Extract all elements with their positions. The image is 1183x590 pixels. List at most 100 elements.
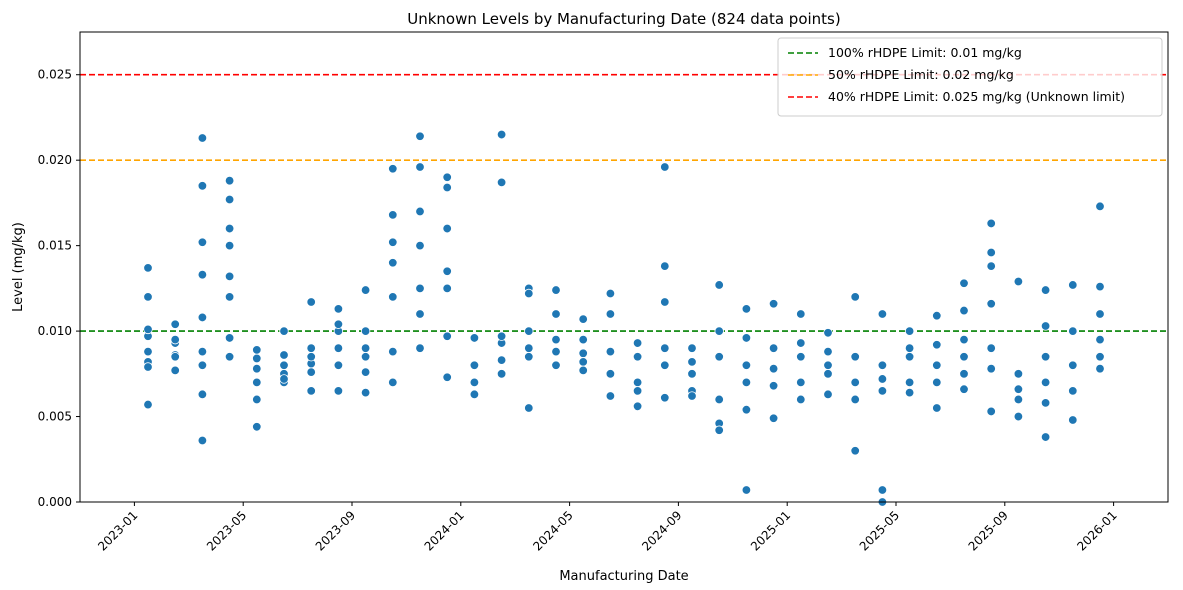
data-point — [959, 384, 969, 394]
data-point — [551, 346, 561, 357]
data-point — [224, 352, 235, 362]
data-point — [306, 297, 316, 307]
data-point — [442, 283, 452, 294]
data-point — [687, 343, 697, 353]
data-point — [1040, 321, 1051, 331]
chart-title: Unknown Levels by Manufacturing Date (82… — [407, 10, 840, 28]
data-point — [360, 343, 371, 353]
legend-box — [777, 37, 1163, 117]
data-point — [279, 326, 289, 336]
data-point — [632, 401, 643, 411]
data-point — [986, 406, 996, 417]
data-point — [224, 223, 235, 234]
x-axis-label: Manufacturing Date — [559, 569, 688, 584]
data-point — [306, 386, 316, 396]
data-point — [1040, 377, 1051, 388]
data-point — [143, 324, 153, 335]
data-point — [768, 381, 779, 391]
data-point — [1013, 276, 1024, 287]
data-point — [143, 362, 153, 372]
data-point — [252, 422, 262, 432]
data-point — [1095, 201, 1105, 212]
data-point — [986, 247, 996, 258]
data-point — [1068, 415, 1078, 425]
data-point — [197, 346, 208, 357]
data-point — [279, 374, 289, 384]
data-point — [687, 391, 697, 401]
data-point — [224, 333, 235, 343]
data-point — [714, 326, 724, 336]
data-point — [768, 299, 779, 309]
data-point — [143, 292, 153, 302]
data-point — [632, 352, 643, 362]
legend-label: 100% rHDPE Limit: 0.01 mg/kg — [828, 45, 1022, 60]
data-point — [469, 377, 480, 388]
data-point — [904, 352, 915, 362]
data-point — [578, 334, 588, 345]
data-point — [333, 319, 344, 329]
y-tick-label: 0.010 — [38, 324, 72, 338]
data-point — [360, 326, 371, 336]
x-tick-label: 2025-05 — [857, 508, 902, 553]
data-point — [224, 194, 235, 205]
data-point — [388, 292, 398, 302]
data-point — [1040, 285, 1051, 295]
data-point — [986, 363, 996, 374]
data-point — [170, 365, 180, 376]
data-point — [796, 394, 806, 405]
data-point — [796, 377, 806, 388]
data-point — [578, 314, 588, 324]
legend-label: 40% rHDPE Limit: 0.025 mg/kg (Unknown li… — [828, 89, 1125, 104]
data-point — [986, 299, 996, 309]
data-point — [415, 309, 425, 319]
data-point — [197, 269, 208, 280]
y-axis-label: Level (mg/kg) — [11, 222, 26, 312]
x-tick-label: 2023-05 — [204, 508, 249, 553]
data-point — [1040, 352, 1051, 362]
data-point — [932, 340, 942, 350]
data-point — [415, 283, 425, 294]
data-point — [224, 240, 235, 251]
data-point — [959, 334, 969, 345]
data-point — [333, 386, 344, 396]
data-point — [551, 309, 561, 319]
data-point — [524, 403, 534, 413]
data-point — [850, 292, 860, 302]
data-point — [333, 343, 344, 353]
data-point — [823, 328, 833, 338]
data-point — [1095, 334, 1105, 345]
data-point — [796, 338, 806, 348]
data-point — [1068, 280, 1078, 290]
data-point — [360, 285, 371, 295]
y-tick-label: 0.000 — [38, 495, 72, 509]
data-point — [578, 348, 588, 359]
data-point — [904, 326, 915, 336]
data-point — [415, 206, 425, 217]
data-point — [632, 338, 643, 348]
data-point — [197, 389, 208, 400]
data-point — [496, 331, 507, 341]
data-point — [823, 369, 833, 379]
data-point — [1068, 360, 1078, 370]
data-point — [496, 369, 507, 379]
data-point — [660, 261, 670, 271]
data-point — [170, 352, 180, 362]
data-point — [551, 360, 561, 370]
data-point — [660, 162, 670, 172]
data-point — [877, 386, 888, 396]
y-tick-label: 0.005 — [38, 410, 72, 424]
data-point — [850, 377, 860, 388]
data-point — [360, 387, 371, 398]
data-point — [388, 346, 398, 357]
data-point — [605, 309, 616, 319]
data-point — [524, 288, 534, 299]
data-point — [197, 133, 208, 143]
data-point — [768, 343, 779, 353]
data-point — [605, 391, 616, 401]
data-point — [1095, 309, 1105, 319]
data-point — [496, 129, 507, 140]
data-point — [850, 446, 860, 456]
data-point — [741, 377, 752, 388]
data-point — [469, 389, 480, 400]
data-point — [306, 352, 316, 362]
